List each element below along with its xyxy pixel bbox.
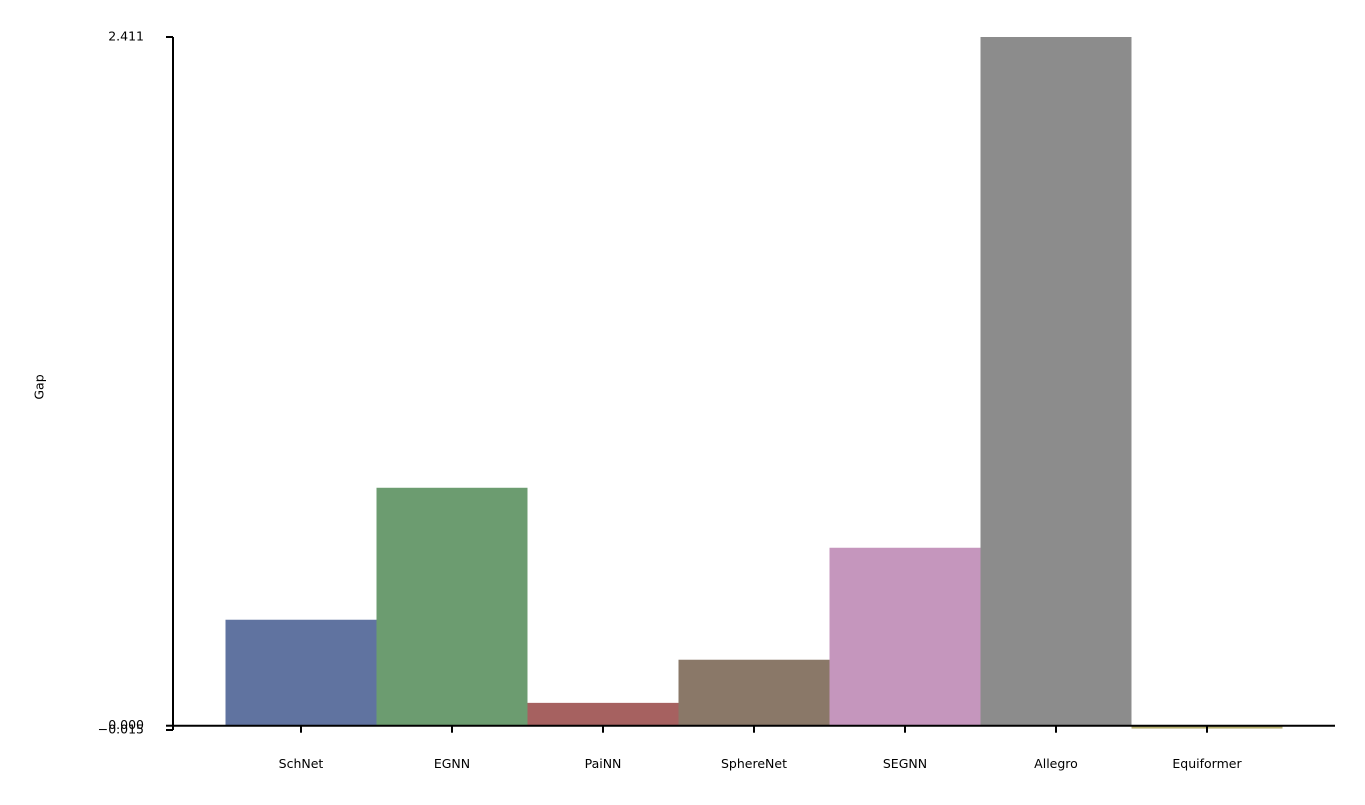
- bar: [376, 487, 528, 726]
- x-tick-label: PaiNN: [585, 756, 622, 771]
- bar: [527, 702, 679, 726]
- x-tick-label: Equiformer: [1172, 756, 1242, 771]
- bar: [980, 37, 1132, 726]
- bar: [678, 659, 830, 726]
- x-tick-label: SchNet: [279, 756, 324, 771]
- x-tick-label: SEGNN: [883, 756, 927, 771]
- y-tick-label: 2.411: [108, 29, 144, 44]
- bar: [829, 547, 981, 726]
- y-tick-label: 0.000: [108, 717, 144, 732]
- x-tick-label: EGNN: [434, 756, 470, 771]
- bar: [225, 619, 377, 726]
- x-tick-label: Allegro: [1034, 756, 1078, 771]
- x-tick-label: SphereNet: [721, 756, 787, 771]
- y-tick-label: −0.015: [98, 722, 144, 737]
- y-axis-label: Gap: [32, 374, 47, 399]
